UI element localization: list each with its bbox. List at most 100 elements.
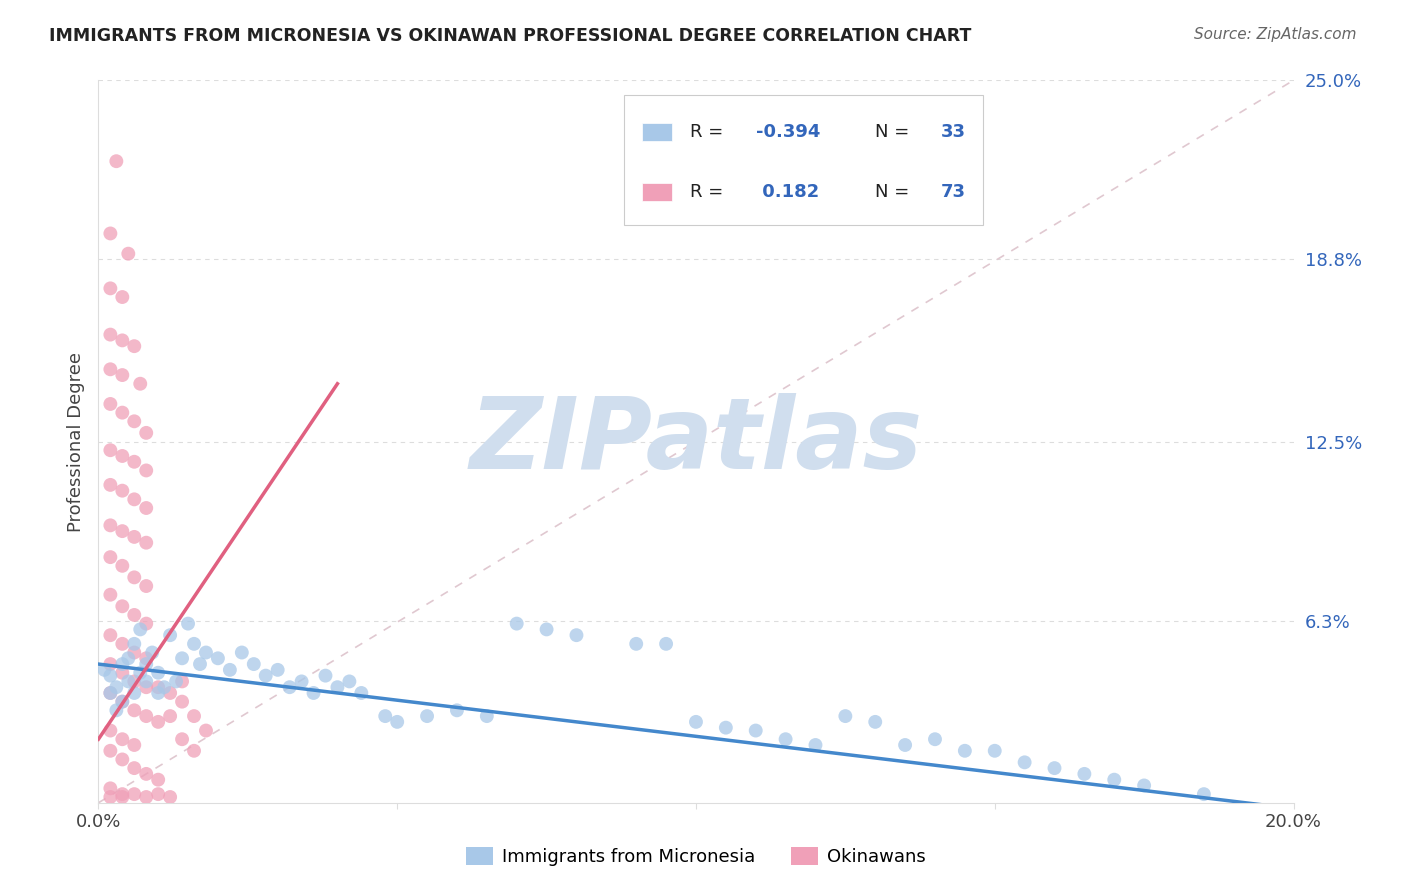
Point — [183, 709, 205, 723]
Point — [98, 790, 122, 805]
Point — [135, 616, 157, 631]
Point — [124, 492, 146, 507]
Point — [924, 732, 946, 747]
Point — [124, 607, 146, 622]
Text: 33: 33 — [941, 123, 966, 141]
Point — [111, 790, 134, 805]
Point — [207, 651, 229, 665]
Point — [129, 665, 152, 680]
Point — [98, 281, 122, 295]
Point — [745, 723, 768, 738]
Point — [98, 723, 122, 738]
Point — [111, 406, 134, 420]
Text: 73: 73 — [941, 183, 966, 202]
FancyBboxPatch shape — [643, 183, 672, 202]
Point — [135, 790, 157, 805]
Point — [655, 637, 678, 651]
Point — [135, 767, 157, 781]
Point — [1043, 761, 1066, 775]
Point — [111, 665, 134, 680]
Point — [804, 738, 827, 752]
Point — [267, 663, 290, 677]
Point — [98, 668, 122, 682]
Point — [98, 744, 122, 758]
Point — [1073, 767, 1095, 781]
Point — [98, 362, 122, 376]
Point — [350, 686, 373, 700]
Point — [98, 478, 122, 492]
Point — [124, 637, 146, 651]
Point — [111, 524, 134, 538]
Point — [148, 714, 170, 729]
Point — [124, 339, 146, 353]
Point — [315, 668, 337, 682]
Point — [124, 570, 146, 584]
Point — [1014, 756, 1036, 770]
Point — [172, 732, 194, 747]
Point — [135, 501, 157, 516]
Point — [984, 744, 1007, 758]
Point — [124, 686, 146, 700]
Text: N =: N = — [876, 183, 915, 202]
Point — [98, 686, 122, 700]
Point — [98, 397, 122, 411]
Point — [111, 558, 134, 573]
Point — [714, 721, 737, 735]
Point — [302, 686, 325, 700]
Point — [98, 327, 122, 342]
Point — [159, 790, 181, 805]
Point — [416, 709, 439, 723]
Point — [565, 628, 588, 642]
Point — [135, 709, 157, 723]
Point — [339, 674, 361, 689]
Point — [98, 781, 122, 796]
Point — [111, 752, 134, 766]
Point — [111, 657, 134, 671]
Point — [111, 695, 134, 709]
Point — [183, 637, 205, 651]
Point — [135, 674, 157, 689]
Point — [135, 651, 157, 665]
Point — [98, 657, 122, 671]
Point — [278, 680, 301, 694]
Text: R =: R = — [690, 183, 728, 202]
Point — [159, 628, 181, 642]
Point — [124, 455, 146, 469]
Point — [159, 709, 181, 723]
Point — [98, 550, 122, 565]
Point — [374, 709, 396, 723]
Point — [183, 744, 205, 758]
Point — [172, 674, 194, 689]
Point — [1192, 787, 1215, 801]
Point — [98, 686, 122, 700]
Point — [475, 709, 498, 723]
Point — [1133, 779, 1156, 793]
Point — [124, 414, 146, 428]
Point — [291, 674, 314, 689]
Point — [129, 376, 152, 391]
Point — [135, 657, 157, 671]
Point — [111, 695, 134, 709]
Point — [105, 154, 128, 169]
Text: R =: R = — [690, 123, 728, 141]
Point — [111, 368, 134, 382]
Point — [195, 646, 218, 660]
Point — [124, 646, 146, 660]
Point — [105, 703, 128, 717]
Point — [111, 290, 134, 304]
Point — [159, 686, 181, 700]
Point — [195, 723, 218, 738]
Point — [98, 628, 122, 642]
Text: -0.394: -0.394 — [756, 123, 820, 141]
Point — [894, 738, 917, 752]
Point — [385, 714, 409, 729]
Point — [111, 787, 134, 801]
Point — [111, 637, 134, 651]
Point — [117, 246, 139, 260]
Y-axis label: Professional Degree: Professional Degree — [66, 351, 84, 532]
Point — [172, 695, 194, 709]
Point — [117, 674, 139, 689]
Point — [153, 680, 176, 694]
Legend: Immigrants from Micronesia, Okinawans: Immigrants from Micronesia, Okinawans — [458, 839, 934, 873]
Point — [243, 657, 266, 671]
